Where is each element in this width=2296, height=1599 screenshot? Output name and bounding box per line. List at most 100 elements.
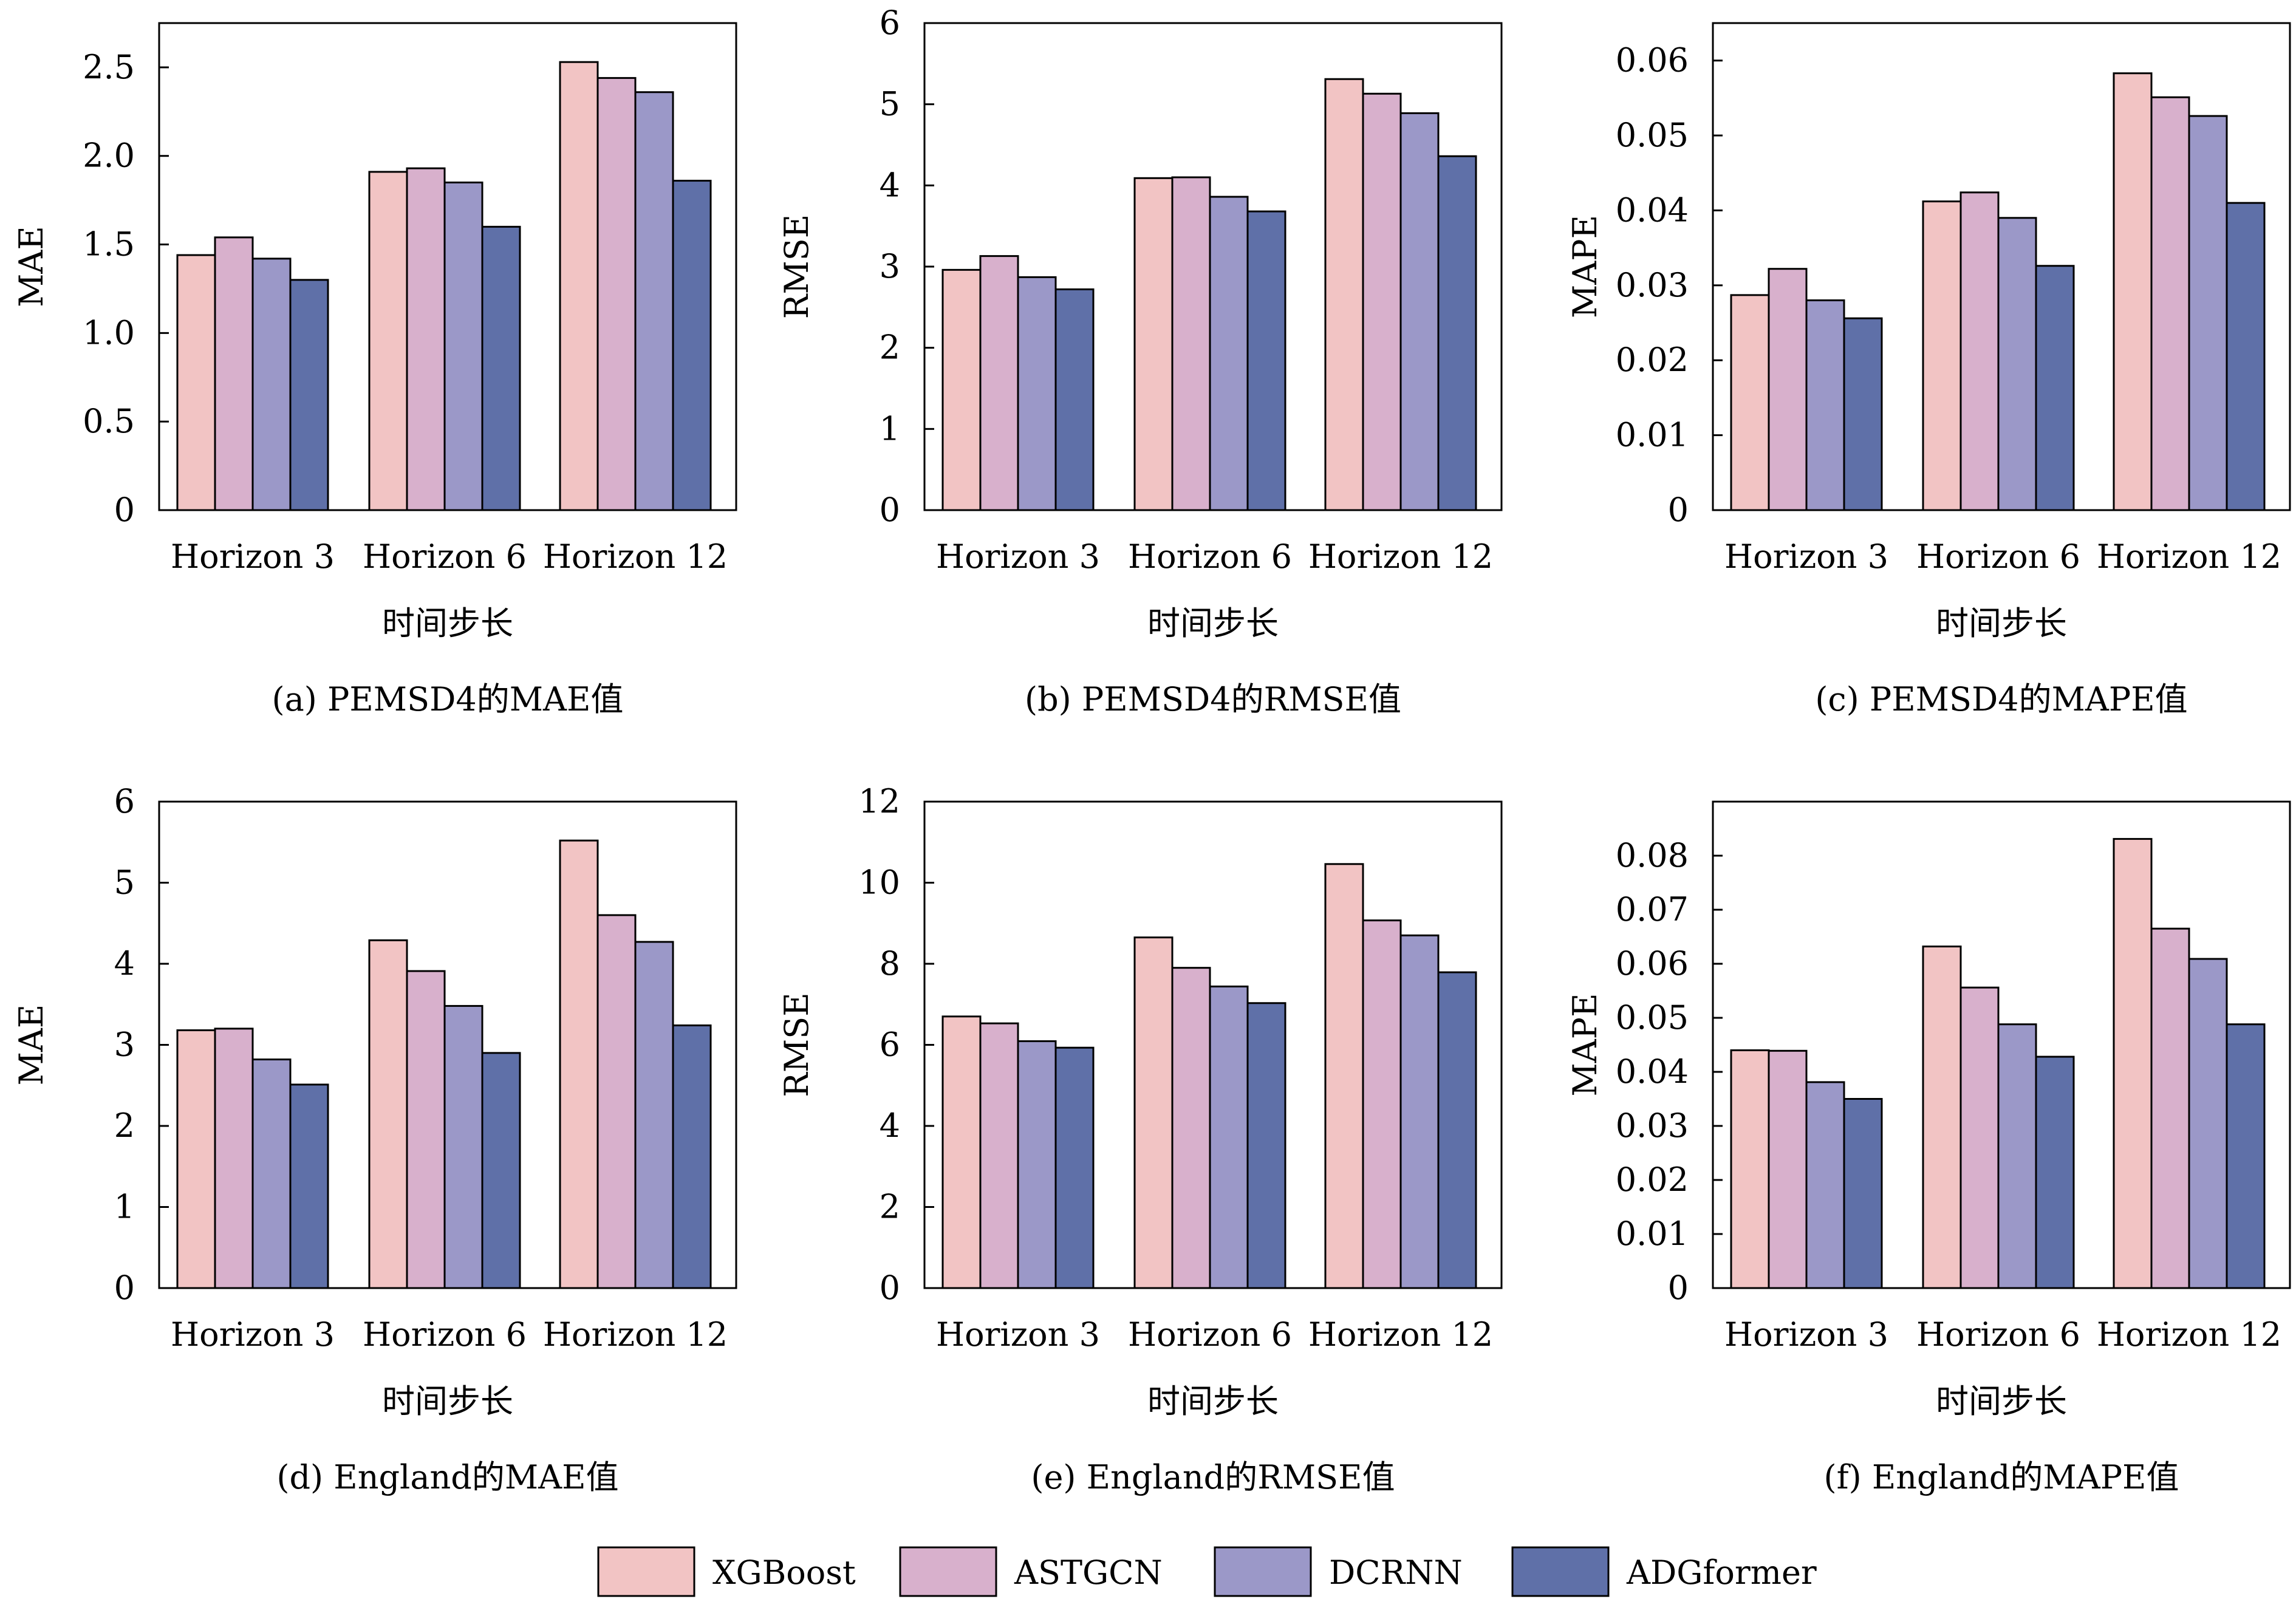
- y-tick-label: 0.04: [1616, 1052, 1689, 1091]
- bar-xgboost-1: [176, 1029, 216, 1289]
- y-tick-label: 0.03: [1616, 266, 1689, 304]
- y-tick-label: 0.06: [1616, 41, 1689, 80]
- bar-dcrnn-3: [2188, 958, 2228, 1289]
- bar-xgboost-2: [368, 171, 408, 511]
- bar-adgformer-2: [481, 1052, 521, 1289]
- bar-dcrnn-1: [1017, 1040, 1057, 1289]
- bar-dcrnn-1: [251, 1059, 292, 1289]
- x-axis-label: 时间步长: [382, 604, 513, 643]
- y-tick-label: 2.0: [83, 137, 135, 175]
- bar-adgformer-1: [289, 1083, 329, 1289]
- y-tick-label: 4: [114, 944, 135, 983]
- bar-dcrnn-1: [1805, 1081, 1845, 1289]
- y-axis-label: MAPE: [1566, 993, 1604, 1096]
- y-tick-label: 0.02: [1616, 1161, 1689, 1199]
- x-tick-label: Horizon 6: [363, 537, 527, 576]
- bar-astgcn-2: [1959, 191, 2000, 511]
- bar-adgformer-3: [2226, 202, 2266, 511]
- bar-xgboost-3: [1324, 78, 1364, 511]
- bar-dcrnn-1: [1017, 276, 1057, 511]
- chart-panels: 0 0.5 1.0 1.5 2.0 2.5 Horizon 3 Horizon 6 Horizo…: [12, 4, 2291, 1496]
- chart-panel-3: 0 0.01 0.02 0.03 0.04 0.05 0.06 Horizon 3 Horizo…: [1566, 22, 2291, 718]
- y-tick-label: 6: [880, 4, 900, 42]
- bar-adgformer-2: [2035, 265, 2075, 511]
- y-axis-label: RMSE: [777, 992, 816, 1097]
- bar-adgformer-3: [1437, 971, 1477, 1289]
- legend-label-adgformer: ADGformer: [1626, 1553, 1817, 1592]
- x-tick-label: Horizon 6: [1128, 1315, 1292, 1354]
- bar-xgboost-1: [1730, 294, 1770, 511]
- legend-label-xgboost: XGBoost: [712, 1553, 856, 1592]
- y-tick-label: 3: [880, 247, 900, 285]
- bar-astgcn-3: [2150, 96, 2190, 511]
- bar-xgboost-3: [559, 839, 599, 1289]
- chart-panel-5: 0 2 4 6 8 10 12 Horizon 3 Horizon 6 Horizon 12 时间步…: [777, 782, 1503, 1496]
- x-axis-label: 时间步长: [382, 1382, 513, 1420]
- bar-dcrnn-2: [1997, 1023, 2037, 1289]
- bar-astgcn-3: [1362, 92, 1402, 511]
- bar-xgboost-1: [941, 268, 982, 511]
- y-tick-label: 2: [880, 1188, 900, 1226]
- bar-astgcn-3: [596, 914, 637, 1289]
- panel-caption: (e) England的RMSE值: [1031, 1458, 1395, 1496]
- chart-panel-2: 0 1 2 3 4 5 6 Horizon 3 Horizon 6 Horizon 12 时间步长 R…: [777, 4, 1503, 718]
- legend-label-dcrnn: DCRNN: [1329, 1553, 1463, 1592]
- x-tick-label: Horizon 6: [1916, 1315, 2080, 1354]
- bar-adgformer-3: [672, 1024, 712, 1289]
- chart-panel-1: 0 0.5 1.0 1.5 2.0 2.5 Horizon 3 Horizon 6 Horizo…: [12, 22, 737, 718]
- bar-xgboost-2: [1922, 946, 1962, 1289]
- y-tick-label: 0: [1668, 491, 1689, 529]
- x-tick-label: Horizon 3: [936, 1315, 1100, 1354]
- bar-astgcn-2: [406, 970, 446, 1289]
- bar-adgformer-1: [1054, 1046, 1095, 1289]
- bar-adgformer-2: [1246, 210, 1286, 511]
- bar-astgcn-3: [596, 77, 637, 511]
- x-tick-label: Horizon 12: [543, 537, 728, 576]
- bar-dcrnn-1: [1805, 299, 1845, 511]
- legend-swatch-adgformer: [1511, 1546, 1610, 1597]
- x-tick-label: Horizon 6: [1128, 537, 1292, 576]
- y-tick-label: 0.04: [1616, 191, 1689, 229]
- panel-caption: (b) PEMSD4的RMSE值: [1025, 680, 1401, 718]
- x-axis-label: 时间步长: [1936, 1382, 2067, 1420]
- bar-astgcn-2: [1959, 986, 2000, 1289]
- bar-xgboost-2: [1922, 200, 1962, 511]
- bar-astgcn-1: [979, 1022, 1019, 1289]
- panel-caption: (f) England的MAPE值: [1824, 1458, 2179, 1496]
- y-axis-label: RMSE: [777, 214, 816, 319]
- y-tick-label: 0: [114, 1269, 135, 1307]
- bar-adgformer-2: [481, 225, 521, 511]
- bar-dcrnn-1: [251, 257, 292, 511]
- legend-swatch-xgboost: [597, 1546, 695, 1597]
- bar-dcrnn-2: [443, 181, 483, 511]
- y-tick-label: 2: [880, 329, 900, 367]
- y-tick-label: 0.07: [1616, 890, 1689, 929]
- y-tick-label: 4: [880, 1106, 900, 1145]
- y-tick-label: 0: [880, 491, 900, 529]
- x-tick-label: Horizon 12: [1308, 1315, 1493, 1354]
- y-tick-label: 12: [858, 782, 900, 820]
- bar-xgboost-1: [176, 254, 216, 511]
- plot-frame: [158, 22, 737, 511]
- legend-swatch-astgcn: [899, 1546, 997, 1597]
- x-axis-label: 时间步长: [1147, 604, 1279, 643]
- bar-adgformer-3: [2226, 1023, 2266, 1289]
- bar-dcrnn-2: [1997, 217, 2037, 511]
- bar-dcrnn-3: [1399, 934, 1440, 1289]
- x-axis-label: 时间步长: [1936, 604, 2067, 643]
- bar-dcrnn-3: [634, 91, 674, 511]
- y-tick-label: 1.5: [83, 225, 135, 264]
- y-tick-label: 0.01: [1616, 1215, 1689, 1253]
- panel-caption: (d) England的MAE值: [276, 1458, 618, 1496]
- bar-dcrnn-2: [1209, 985, 1249, 1289]
- y-tick-label: 0: [1668, 1269, 1689, 1307]
- y-tick-label: 3: [114, 1026, 135, 1064]
- y-axis-label: MAE: [12, 226, 50, 307]
- panel-caption: (a) PEMSD4的MAE值: [272, 680, 624, 718]
- x-tick-label: Horizon 12: [543, 1315, 728, 1354]
- bar-dcrnn-3: [634, 941, 674, 1289]
- bar-astgcn-2: [406, 167, 446, 511]
- y-tick-label: 0: [880, 1269, 900, 1307]
- bar-adgformer-3: [672, 180, 712, 511]
